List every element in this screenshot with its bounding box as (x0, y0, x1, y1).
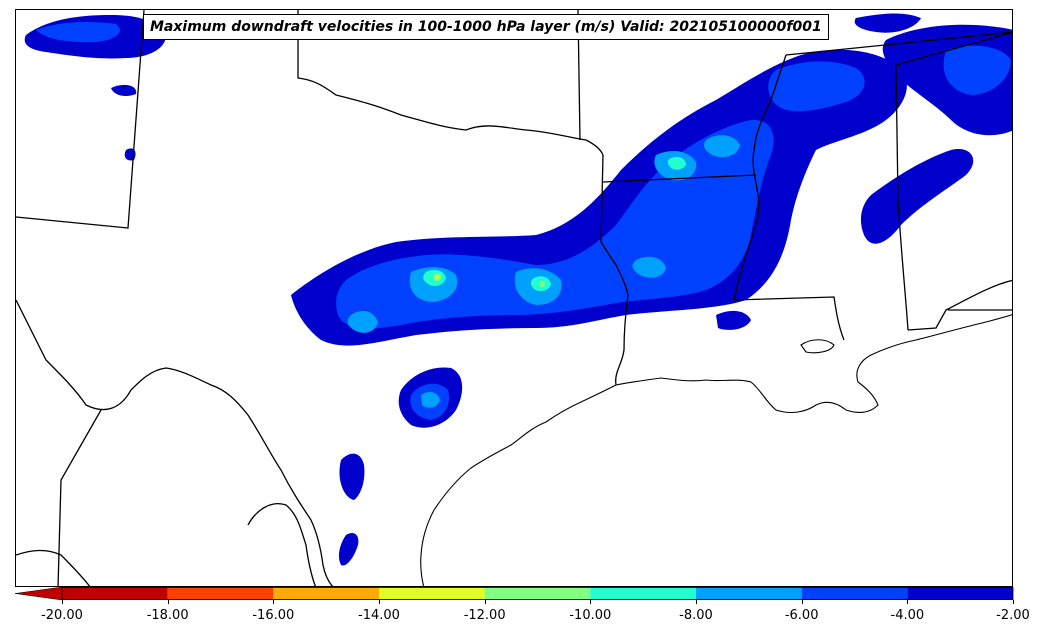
downdraft-core-strong-e (704, 135, 740, 158)
boundary-al-fl-ga (907, 279, 1012, 331)
downdraft-region-small-w2 (111, 84, 137, 96)
boundary-tx-ar-la (600, 154, 629, 386)
colorbar-tick-mark (696, 600, 697, 604)
coastline-lake-pontchartrain (800, 339, 835, 354)
map-title-text: Maximum downdraft velocities in 100-1000… (150, 19, 822, 35)
colorbar-tick-label: -18.00 (146, 608, 189, 623)
gulf-coastline (420, 314, 1012, 586)
colorbar-tick-mark (801, 600, 803, 604)
downdraft-core-moderate-e (36, 22, 120, 43)
colorbar-tick-label: -14.00 (358, 608, 400, 623)
downdraft-core-strong-f (632, 256, 666, 278)
downdraft-core-verystrong-c (667, 156, 686, 170)
boundary-ar-la (602, 174, 757, 183)
downdraft-field (24, 13, 1012, 566)
colorbar-tick-mark (590, 600, 592, 604)
colorbar-tick-mark (273, 600, 275, 604)
colorbar-tick-mark (1013, 600, 1014, 604)
colorbar-bin-5 (590, 587, 696, 600)
boundary-mississippi-river (733, 54, 787, 301)
coastline-texas (420, 384, 617, 586)
boundary-la-ms (733, 296, 845, 341)
state-boundaries (16, 10, 1012, 586)
colorbar-tick-label: -20.00 (41, 608, 83, 623)
boundary-mexico-rio-grande (16, 299, 334, 586)
colorbar-tick-mark (484, 600, 486, 604)
colorbar (15, 587, 1014, 600)
coastline-louisiana (615, 314, 1012, 414)
colorbar-tick-mark (379, 600, 380, 604)
downdraft-region-nw-cluster (854, 13, 921, 33)
boundary-ms-al (895, 64, 909, 331)
colorbar-border (61, 587, 1014, 600)
downdraft-core-strong-d (347, 310, 378, 333)
colorbar-tick-mark (907, 600, 909, 604)
map-panel (15, 9, 1013, 587)
colorbar-bin-7 (801, 587, 908, 600)
map-title: Maximum downdraft velocities in 100-1000… (143, 14, 829, 40)
colorbar-bin-1 (167, 587, 274, 600)
colorbar-tick-label: -16.00 (252, 608, 295, 623)
boundary-ok-tx-red-river (297, 10, 604, 156)
colorbar-bin-8 (907, 587, 1013, 600)
colorbar-bin-3 (379, 587, 485, 600)
boundary-ga-al-north (895, 31, 1012, 66)
downdraft-core-moderate-c (943, 45, 1011, 95)
downdraft-region-gulf-cell (338, 533, 359, 566)
boundary-mexico-internal-c (16, 549, 91, 586)
downdraft-peak-b (435, 275, 439, 279)
colorbar-tick-label: -6.00 (784, 608, 819, 623)
colorbar-extend-min (15, 587, 63, 600)
colorbar-bin-2 (273, 587, 379, 600)
colorbar-tick-label: -4.00 (890, 608, 925, 623)
colorbar-bin-6 (696, 587, 802, 600)
boundary-mexico-internal-a (57, 409, 102, 586)
colorbar-tick-label: -2.00 (996, 608, 1030, 623)
boundary-mexico-internal-b (247, 503, 316, 586)
boundary-nm-tx-panhandle (16, 10, 145, 229)
colorbar-bin-0 (62, 587, 168, 600)
downdraft-region-la-cell (716, 310, 751, 330)
weather-map (16, 10, 1012, 586)
colorbar-tick-mark (62, 600, 63, 604)
colorbar-tick-label: -12.00 (463, 608, 506, 623)
colorbar-tick-mark (167, 600, 169, 604)
colorbar-tick-label: -10.00 (569, 608, 612, 623)
downdraft-peak-c (539, 281, 545, 287)
downdraft-core-strong-g (421, 392, 440, 408)
downdraft-core-moderate-b (768, 61, 865, 112)
boundary-tn-north (785, 31, 1012, 56)
colorbar-tick-label: -8.00 (679, 608, 713, 623)
colorbar-bin-4 (484, 587, 591, 600)
downdraft-region-coastal-cell (339, 453, 365, 500)
downdraft-region-east (860, 149, 974, 244)
